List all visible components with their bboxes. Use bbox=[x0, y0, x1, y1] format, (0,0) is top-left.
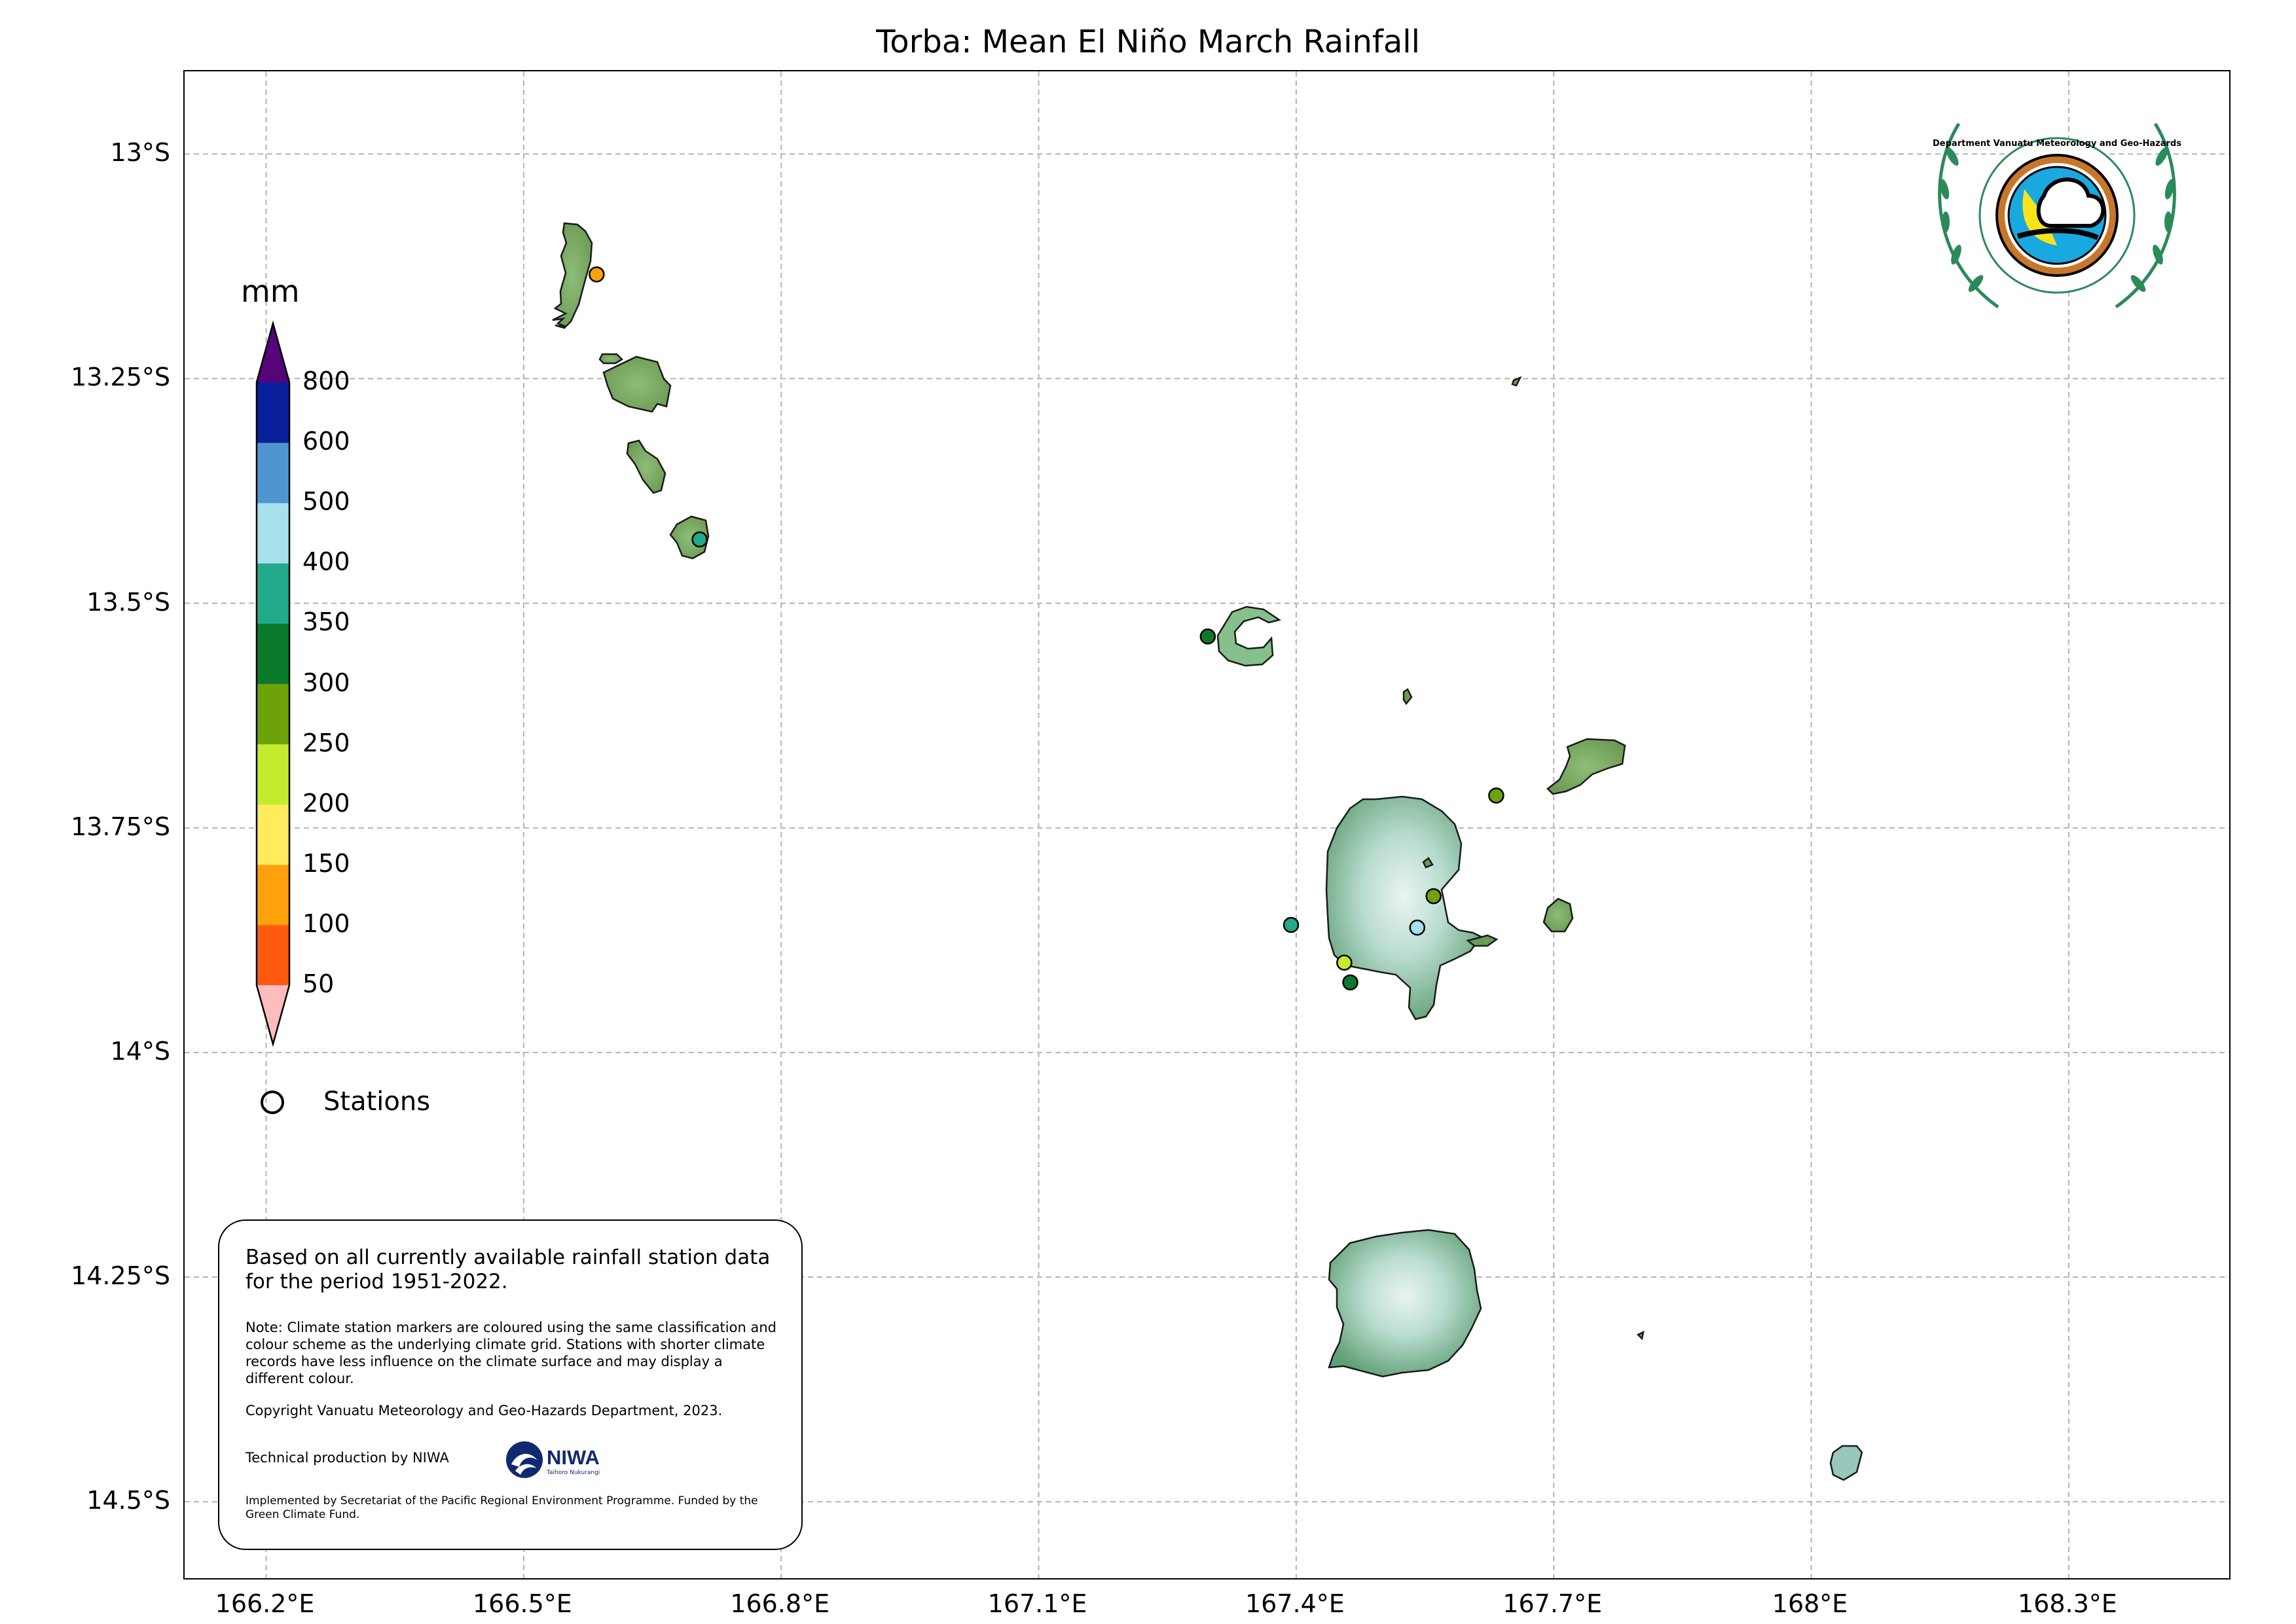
station-marker bbox=[1488, 787, 1504, 804]
station-marker bbox=[1199, 628, 1216, 645]
colorbar-bin bbox=[257, 744, 289, 805]
island-metoma bbox=[626, 439, 666, 494]
station-marker bbox=[1409, 919, 1426, 936]
island-small-east bbox=[1466, 934, 1499, 947]
niwa-subtitle: Taihoro Nukurangi bbox=[547, 1470, 600, 1476]
islands bbox=[552, 222, 1863, 1481]
island-rowa bbox=[1402, 688, 1413, 706]
station-marker bbox=[691, 531, 708, 548]
niwa-name: NIWA bbox=[547, 1446, 600, 1469]
island-merelava bbox=[1829, 1445, 1863, 1481]
station-marker bbox=[1283, 916, 1300, 933]
info-implemented: Implemented by Secretariat of the Pacifi… bbox=[246, 1494, 758, 1521]
colorbar-bin bbox=[257, 442, 289, 503]
latitude-label: 13.5°S bbox=[86, 587, 170, 617]
island-mota bbox=[1542, 897, 1574, 933]
colorbar-bin bbox=[257, 804, 289, 865]
colorbar-tick-label: 250 bbox=[302, 728, 350, 757]
colorbar bbox=[255, 320, 291, 1047]
niwa-logo-icon bbox=[506, 1441, 543, 1478]
colorbar-extend-low bbox=[257, 985, 289, 1044]
latitude-label: 14.25°S bbox=[71, 1261, 170, 1291]
colorbar-tick-label: 200 bbox=[302, 788, 350, 818]
colorbar-tick-label: 500 bbox=[302, 487, 350, 516]
colorbar-bin bbox=[257, 924, 289, 986]
colorbar-tick-label: 350 bbox=[302, 607, 350, 637]
colorbar-bin bbox=[257, 563, 289, 624]
latitude-label: 13.75°S bbox=[71, 812, 170, 841]
station-marker bbox=[589, 266, 605, 283]
island-toga-south bbox=[669, 515, 710, 560]
longitude-label: 166.8°E bbox=[730, 1589, 830, 1618]
station-legend-marker bbox=[261, 1091, 284, 1114]
colorbar-bin bbox=[257, 382, 289, 443]
colorbar-outline bbox=[255, 320, 291, 1047]
station-marker bbox=[1342, 974, 1358, 991]
colorbar-bin bbox=[257, 683, 289, 745]
island-merig bbox=[1636, 1330, 1645, 1341]
island-small-north bbox=[1422, 857, 1434, 869]
colorbar-tick-label: 600 bbox=[302, 427, 350, 456]
colorbar-tick-label: 100 bbox=[302, 909, 350, 938]
latitude-label: 14.5°S bbox=[86, 1486, 170, 1515]
island-ravenga bbox=[1511, 376, 1522, 387]
info-main-text: Based on all currently available rainfal… bbox=[246, 1246, 771, 1293]
colorbar-bin bbox=[257, 503, 289, 564]
stations-legend-label: Stations bbox=[323, 1087, 431, 1117]
island-mota-lava bbox=[1546, 738, 1626, 795]
island-toga bbox=[602, 355, 672, 413]
island-ureparapara bbox=[1216, 605, 1282, 667]
info-note: Note: Climate station markers are colour… bbox=[246, 1320, 776, 1386]
colorbar-bin bbox=[257, 623, 289, 684]
colorbar-tick-label: 50 bbox=[302, 969, 335, 998]
latitude-label: 13°S bbox=[110, 138, 170, 168]
longitude-label: 168°E bbox=[1772, 1589, 1848, 1618]
colorbar-tick-label: 800 bbox=[302, 367, 350, 395]
info-technical: Technical production by NIWA bbox=[246, 1450, 449, 1466]
longitude-label: 166.2°E bbox=[215, 1589, 315, 1618]
latitude-label: 14°S bbox=[110, 1036, 170, 1066]
longitude-label: 167.7°E bbox=[1503, 1589, 1603, 1618]
longitude-label: 167.4°E bbox=[1245, 1589, 1345, 1618]
logo-text: Department Vanuatu Meteorology and Geo-H… bbox=[1933, 139, 2181, 149]
colorbar-bin bbox=[257, 864, 289, 926]
island-gaua bbox=[1328, 1229, 1482, 1378]
latitude-label: 13.25°S bbox=[71, 363, 170, 392]
vmgd-logo: Department Vanuatu Meteorology and Geo-H… bbox=[1933, 122, 2181, 309]
info-box: Based on all currently available rainfal… bbox=[218, 1219, 803, 1550]
longitude-label: 166.5°E bbox=[472, 1589, 572, 1618]
longitude-label: 167.1°E bbox=[987, 1589, 1087, 1618]
colorbar-tick-label: 150 bbox=[302, 848, 350, 878]
station-marker bbox=[1425, 888, 1442, 905]
colorbar-unit: mm bbox=[241, 274, 300, 309]
info-copyright: Copyright Vanuatu Meteorology and Geo-Ha… bbox=[246, 1403, 723, 1418]
stations-layer bbox=[589, 266, 1504, 991]
station-marker bbox=[1336, 954, 1353, 971]
island-hiu bbox=[552, 222, 593, 329]
island-tegua bbox=[598, 353, 624, 365]
colorbar-tick-label: 300 bbox=[302, 668, 350, 697]
longitude-label: 168.3°E bbox=[2017, 1589, 2117, 1618]
colorbar-tick-label: 400 bbox=[302, 547, 350, 577]
island-vanua-lava bbox=[1325, 795, 1482, 1020]
map-title: Torba: Mean El Niño March Rainfall bbox=[876, 24, 1420, 60]
colorbar-extend-high bbox=[257, 323, 289, 382]
